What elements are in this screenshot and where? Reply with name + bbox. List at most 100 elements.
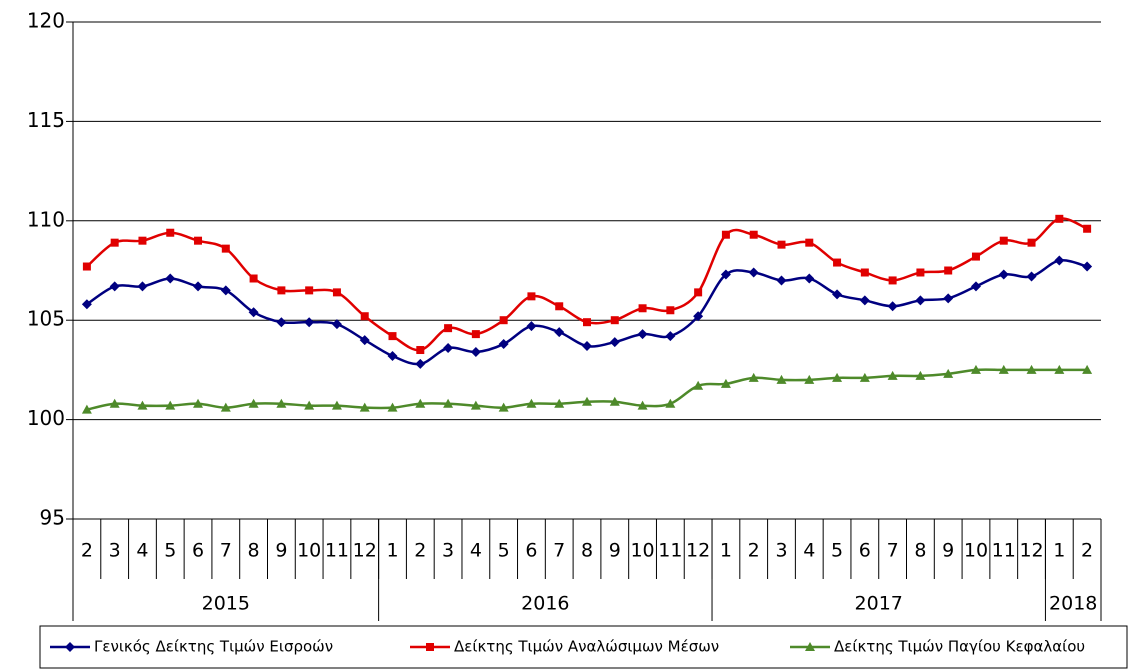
- marker: [637, 329, 648, 340]
- x-tick-label: 10: [964, 540, 988, 562]
- x-tick-label: 12: [686, 540, 710, 562]
- marker: [693, 380, 704, 390]
- marker: [721, 230, 730, 239]
- marker: [555, 302, 564, 311]
- legend-label: Δείκτης Τιμών Παγίου Κεφαλαίου: [834, 638, 1085, 656]
- marker: [526, 321, 537, 332]
- marker: [637, 400, 648, 410]
- legend-box: [39, 625, 1128, 669]
- marker: [582, 396, 592, 406]
- marker: [1054, 364, 1065, 374]
- marker: [610, 316, 619, 325]
- marker: [554, 398, 565, 408]
- marker: [109, 281, 120, 292]
- marker: [416, 346, 425, 355]
- marker: [665, 331, 676, 342]
- marker: [388, 332, 397, 341]
- marker: [583, 318, 591, 327]
- x-tick-label: 9: [609, 540, 621, 562]
- marker: [387, 350, 398, 361]
- marker: [665, 398, 676, 408]
- marker: [165, 400, 176, 410]
- x-tick-label: 10: [630, 540, 654, 562]
- y-tick-label: 95: [40, 506, 65, 530]
- x-tick-label: 5: [164, 540, 176, 562]
- marker: [470, 400, 481, 410]
- marker: [582, 341, 592, 352]
- marker: [443, 398, 454, 408]
- marker: [1055, 214, 1064, 223]
- legend-label: Γενικός Δείκτης Τιμών Εισροών: [94, 638, 333, 656]
- marker: [720, 269, 731, 280]
- marker: [415, 398, 426, 408]
- x-tick-label: 4: [136, 540, 148, 562]
- marker: [805, 238, 814, 247]
- marker: [471, 330, 480, 339]
- marker: [166, 228, 175, 237]
- marker: [194, 236, 203, 245]
- marker: [304, 400, 315, 410]
- marker: [1026, 364, 1037, 374]
- x-tick-label: 5: [831, 540, 843, 562]
- marker: [1082, 364, 1093, 374]
- marker: [415, 358, 426, 369]
- marker: [81, 404, 92, 414]
- x-tick-label: 3: [109, 540, 121, 562]
- marker: [915, 295, 926, 306]
- marker: [916, 268, 925, 277]
- marker: [526, 398, 537, 408]
- marker: [999, 236, 1008, 245]
- marker: [498, 402, 509, 412]
- marker: [359, 335, 370, 346]
- x-tick-label: 8: [914, 540, 926, 562]
- marker: [776, 275, 787, 286]
- marker: [277, 286, 286, 295]
- x-tick-label: 1: [386, 540, 398, 562]
- marker: [971, 252, 980, 261]
- marker: [138, 236, 147, 245]
- marker: [748, 267, 759, 278]
- marker: [860, 268, 869, 277]
- marker: [248, 398, 259, 408]
- y-tick-label: 110: [27, 207, 65, 231]
- marker: [777, 240, 786, 249]
- x-tick-label: 2: [81, 540, 93, 562]
- marker: [443, 343, 454, 354]
- marker: [499, 316, 508, 325]
- x-tick-label: 7: [887, 540, 899, 562]
- marker: [943, 293, 954, 304]
- marker: [970, 364, 981, 374]
- marker: [165, 273, 176, 284]
- marker: [137, 281, 148, 292]
- group-label: 2018: [1049, 593, 1097, 615]
- marker: [887, 370, 898, 380]
- marker: [193, 398, 204, 408]
- x-tick-label: 2: [414, 540, 426, 562]
- marker: [331, 400, 342, 410]
- x-tick-label: 1: [1053, 540, 1065, 562]
- group-label: 2016: [521, 593, 569, 615]
- marker: [498, 339, 509, 350]
- marker: [332, 288, 341, 297]
- marker: [805, 642, 815, 651]
- marker: [748, 372, 759, 382]
- marker: [331, 319, 342, 330]
- marker: [1054, 255, 1065, 266]
- marker: [859, 295, 870, 306]
- marker: [609, 337, 620, 348]
- marker: [193, 281, 204, 292]
- x-tick-label: 3: [442, 540, 454, 562]
- x-tick-label: 6: [192, 540, 204, 562]
- marker: [609, 396, 620, 406]
- marker: [915, 370, 926, 380]
- x-tick-label: 2: [748, 540, 760, 562]
- marker: [944, 266, 953, 275]
- marker: [470, 347, 481, 358]
- x-tick-label: 12: [353, 540, 377, 562]
- x-tick-label: 7: [220, 540, 232, 562]
- marker: [833, 258, 842, 267]
- y-tick-label: 120: [27, 9, 65, 33]
- marker: [804, 273, 815, 284]
- marker: [666, 306, 675, 315]
